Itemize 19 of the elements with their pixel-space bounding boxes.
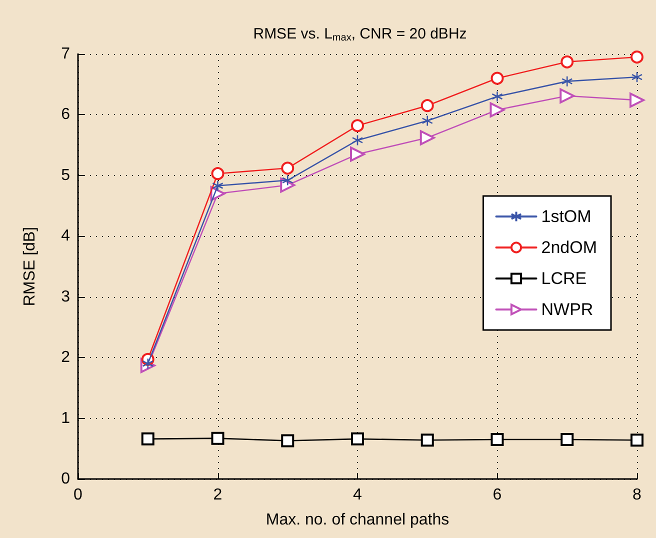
y-axis-title: RMSE [dB] bbox=[22, 226, 38, 306]
x-tick-label: 8 bbox=[632, 486, 642, 504]
x-tick-label: 0 bbox=[74, 486, 83, 504]
y-tick-label: 5 bbox=[61, 166, 70, 184]
y-tick-label: 2 bbox=[61, 349, 70, 366]
legend-label: 1stOM bbox=[541, 207, 592, 226]
y-tick-label: 1 bbox=[61, 410, 70, 427]
y-tick-label: 0 bbox=[61, 470, 70, 488]
y-tick-label: 3 bbox=[61, 288, 70, 306]
x-axis-title: Max. no. of channel paths bbox=[266, 512, 450, 528]
legend-label: 2ndOM bbox=[541, 238, 597, 257]
x-tick-label: 2 bbox=[213, 486, 222, 504]
x-tick-label: 4 bbox=[353, 486, 362, 504]
y-tick-label: 7 bbox=[61, 46, 70, 62]
y-tick-label: 4 bbox=[61, 228, 70, 245]
legend-label: NWPR bbox=[541, 300, 594, 319]
x-tick-label: 6 bbox=[492, 486, 502, 504]
y-tick-label: 6 bbox=[61, 106, 70, 124]
legend-label: LCRE bbox=[541, 269, 587, 288]
